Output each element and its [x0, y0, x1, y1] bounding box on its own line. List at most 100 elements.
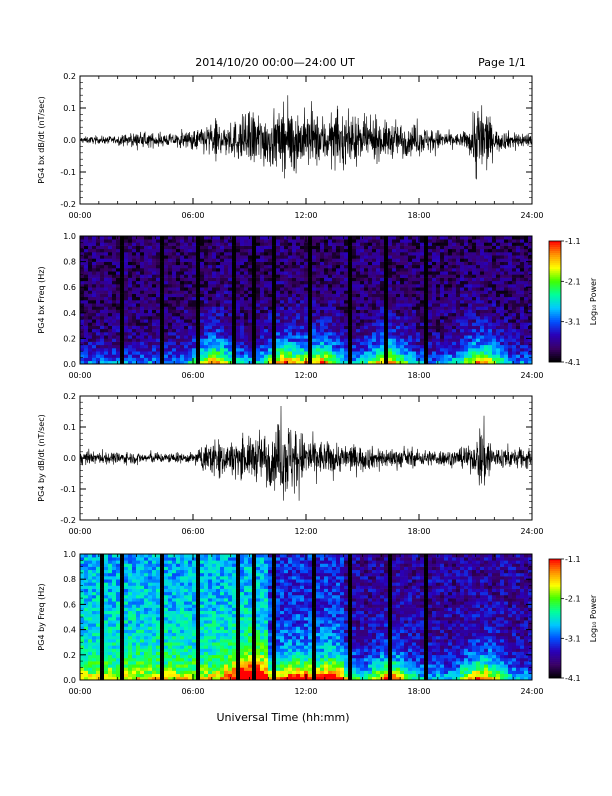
- bx-spectrogram-cell: [248, 274, 252, 278]
- bx-spectrogram-cell: [364, 265, 368, 269]
- bx-spectrogram-cell: [156, 265, 160, 269]
- bx-spectrogram-cell: [208, 239, 212, 243]
- bx-spectrogram-cell: [364, 281, 368, 285]
- bx-spectrogram-cell: [408, 255, 412, 259]
- bx-spectrogram-cell: [148, 271, 152, 275]
- bx-spectrogram-cell: [348, 252, 352, 256]
- bx-spectrogram-cell: [476, 306, 480, 310]
- bx-spectrogram-cell: [384, 329, 388, 333]
- bx-spectrogram-cell: [200, 258, 204, 262]
- bx-spectrogram-cell: [424, 242, 428, 246]
- bx-spectrogram-cell: [264, 326, 268, 330]
- bx-spectrogram-cell: [276, 316, 280, 320]
- bx-spectrogram-cell: [520, 351, 524, 355]
- bx-spectrogram-cell: [132, 294, 136, 298]
- bx-spectrogram-cell: [448, 239, 452, 243]
- bx-spectrogram-cell: [88, 319, 92, 323]
- bx-spectrogram-cell: [144, 255, 148, 259]
- bx-spectrogram-cell: [424, 278, 428, 282]
- bx-spectrogram-cell: [312, 249, 316, 253]
- bx-spectrogram-cell: [84, 242, 88, 246]
- bx-spectrogram-cell: [84, 281, 88, 285]
- bx-spectrogram-cell: [508, 246, 512, 250]
- bx-spectrogram-cell: [188, 335, 192, 339]
- bx-spectrogram-cell: [364, 303, 368, 307]
- bx-spectrogram-cell: [396, 262, 400, 266]
- bx-spectrogram-cell: [296, 319, 300, 323]
- bx-spectrogram-cell: [188, 287, 192, 291]
- bx-spectrogram-cell: [148, 322, 152, 326]
- bx-spectrogram-cell: [132, 262, 136, 266]
- bx-spectrogram-cell: [208, 297, 212, 301]
- bx-spectrogram-cell: [356, 274, 360, 278]
- bx-spectrogram-cell: [504, 338, 508, 342]
- bx-spectrogram-cell: [356, 278, 360, 282]
- bx-spectrogram-cell: [192, 351, 196, 355]
- bx-spectrogram-cell: [408, 249, 412, 253]
- bx-spectrogram-cell: [164, 354, 168, 358]
- bx-spectrogram-cell: [396, 300, 400, 304]
- bx-spectrogram-cell: [500, 265, 504, 269]
- bx-spectrogram-cell: [260, 335, 264, 339]
- bx-spectrogram-cell: [360, 239, 364, 243]
- bx-spectrogram-cell: [484, 278, 488, 282]
- bx-spectrogram-cell: [92, 354, 96, 358]
- bx-spectrogram-cell: [220, 326, 224, 330]
- bx-spectrogram-cell: [100, 236, 104, 240]
- bx-spectrogram-cell: [172, 242, 176, 246]
- by-spectrogram-cell: [88, 601, 92, 604]
- bx-spectrogram-cell: [324, 268, 328, 272]
- bx-spectrogram-cell: [220, 332, 224, 336]
- bx-spectrogram-cell: [248, 265, 252, 269]
- bx-spectrogram-cell: [368, 322, 372, 326]
- bx-spectrogram-cell: [244, 290, 248, 294]
- bx-spectrogram-cell: [216, 287, 220, 291]
- bx-spectrogram-cell: [360, 258, 364, 262]
- bx-spectrogram-cell: [96, 310, 100, 314]
- bx-spectrogram-cell: [308, 271, 312, 275]
- bx-spectrogram-cell: [456, 322, 460, 326]
- bx-spectrogram-cell: [392, 326, 396, 330]
- bx-spectrogram-cell: [184, 303, 188, 307]
- bx-spectrogram-cell: [148, 338, 152, 342]
- bx-spectrogram-cell: [160, 290, 164, 294]
- bx-spectrogram-cell: [128, 268, 132, 272]
- by-spectrogram-cell: [84, 563, 88, 566]
- bx-spectrogram-cell: [304, 300, 308, 304]
- page-title: 2014/10/20 00:00—24:00 UT: [195, 56, 355, 69]
- bx-spectrogram-cell: [360, 345, 364, 349]
- bx-spectrogram-cell: [456, 335, 460, 339]
- bx-spectrogram-cell: [152, 278, 156, 282]
- bx-spectrogram-cell: [280, 316, 284, 320]
- bx-spectrogram-cell: [280, 342, 284, 346]
- bx-spectrogram-cell: [84, 348, 88, 352]
- bx-spectrogram-cell: [488, 252, 492, 256]
- bx-spectrogram-cell: [500, 316, 504, 320]
- bx-spectrogram-cell: [80, 358, 84, 362]
- bx-spectrogram-cell: [348, 249, 352, 253]
- bx-spectrogram-cell: [472, 252, 476, 256]
- by-waveform-xtick-label: 06:00: [181, 527, 204, 536]
- bx-spectrogram-cell: [316, 281, 320, 285]
- bx-spectrogram-cell: [220, 281, 224, 285]
- bx-spectrogram-cell: [196, 284, 200, 288]
- bx-spectrogram-cell: [324, 348, 328, 352]
- bx-spectrogram-cell: [296, 274, 300, 278]
- bx-spectrogram-cell: [100, 319, 104, 323]
- bx-spectrogram-cell: [264, 284, 268, 288]
- bx-spectrogram-cell: [352, 255, 356, 259]
- bx-spectrogram-cell: [164, 306, 168, 310]
- bx-spectrogram-cell: [276, 246, 280, 250]
- by-spectrogram-cell: [92, 664, 96, 667]
- bx-spectrogram-cell: [112, 335, 116, 339]
- bx-spectrogram-cell: [476, 326, 480, 330]
- bx-spectrogram-cell: [472, 348, 476, 352]
- bx-spectrogram-cell: [284, 316, 288, 320]
- bx-spectrogram-cell: [392, 319, 396, 323]
- bx-spectrogram-cell: [472, 294, 476, 298]
- bx-spectrogram-cell: [420, 354, 424, 358]
- bx-spectrogram-cell: [248, 294, 252, 298]
- bx-spectrogram-cell: [264, 300, 268, 304]
- bx-spectrogram-cell: [204, 300, 208, 304]
- bx-spectrogram-cell: [500, 303, 504, 307]
